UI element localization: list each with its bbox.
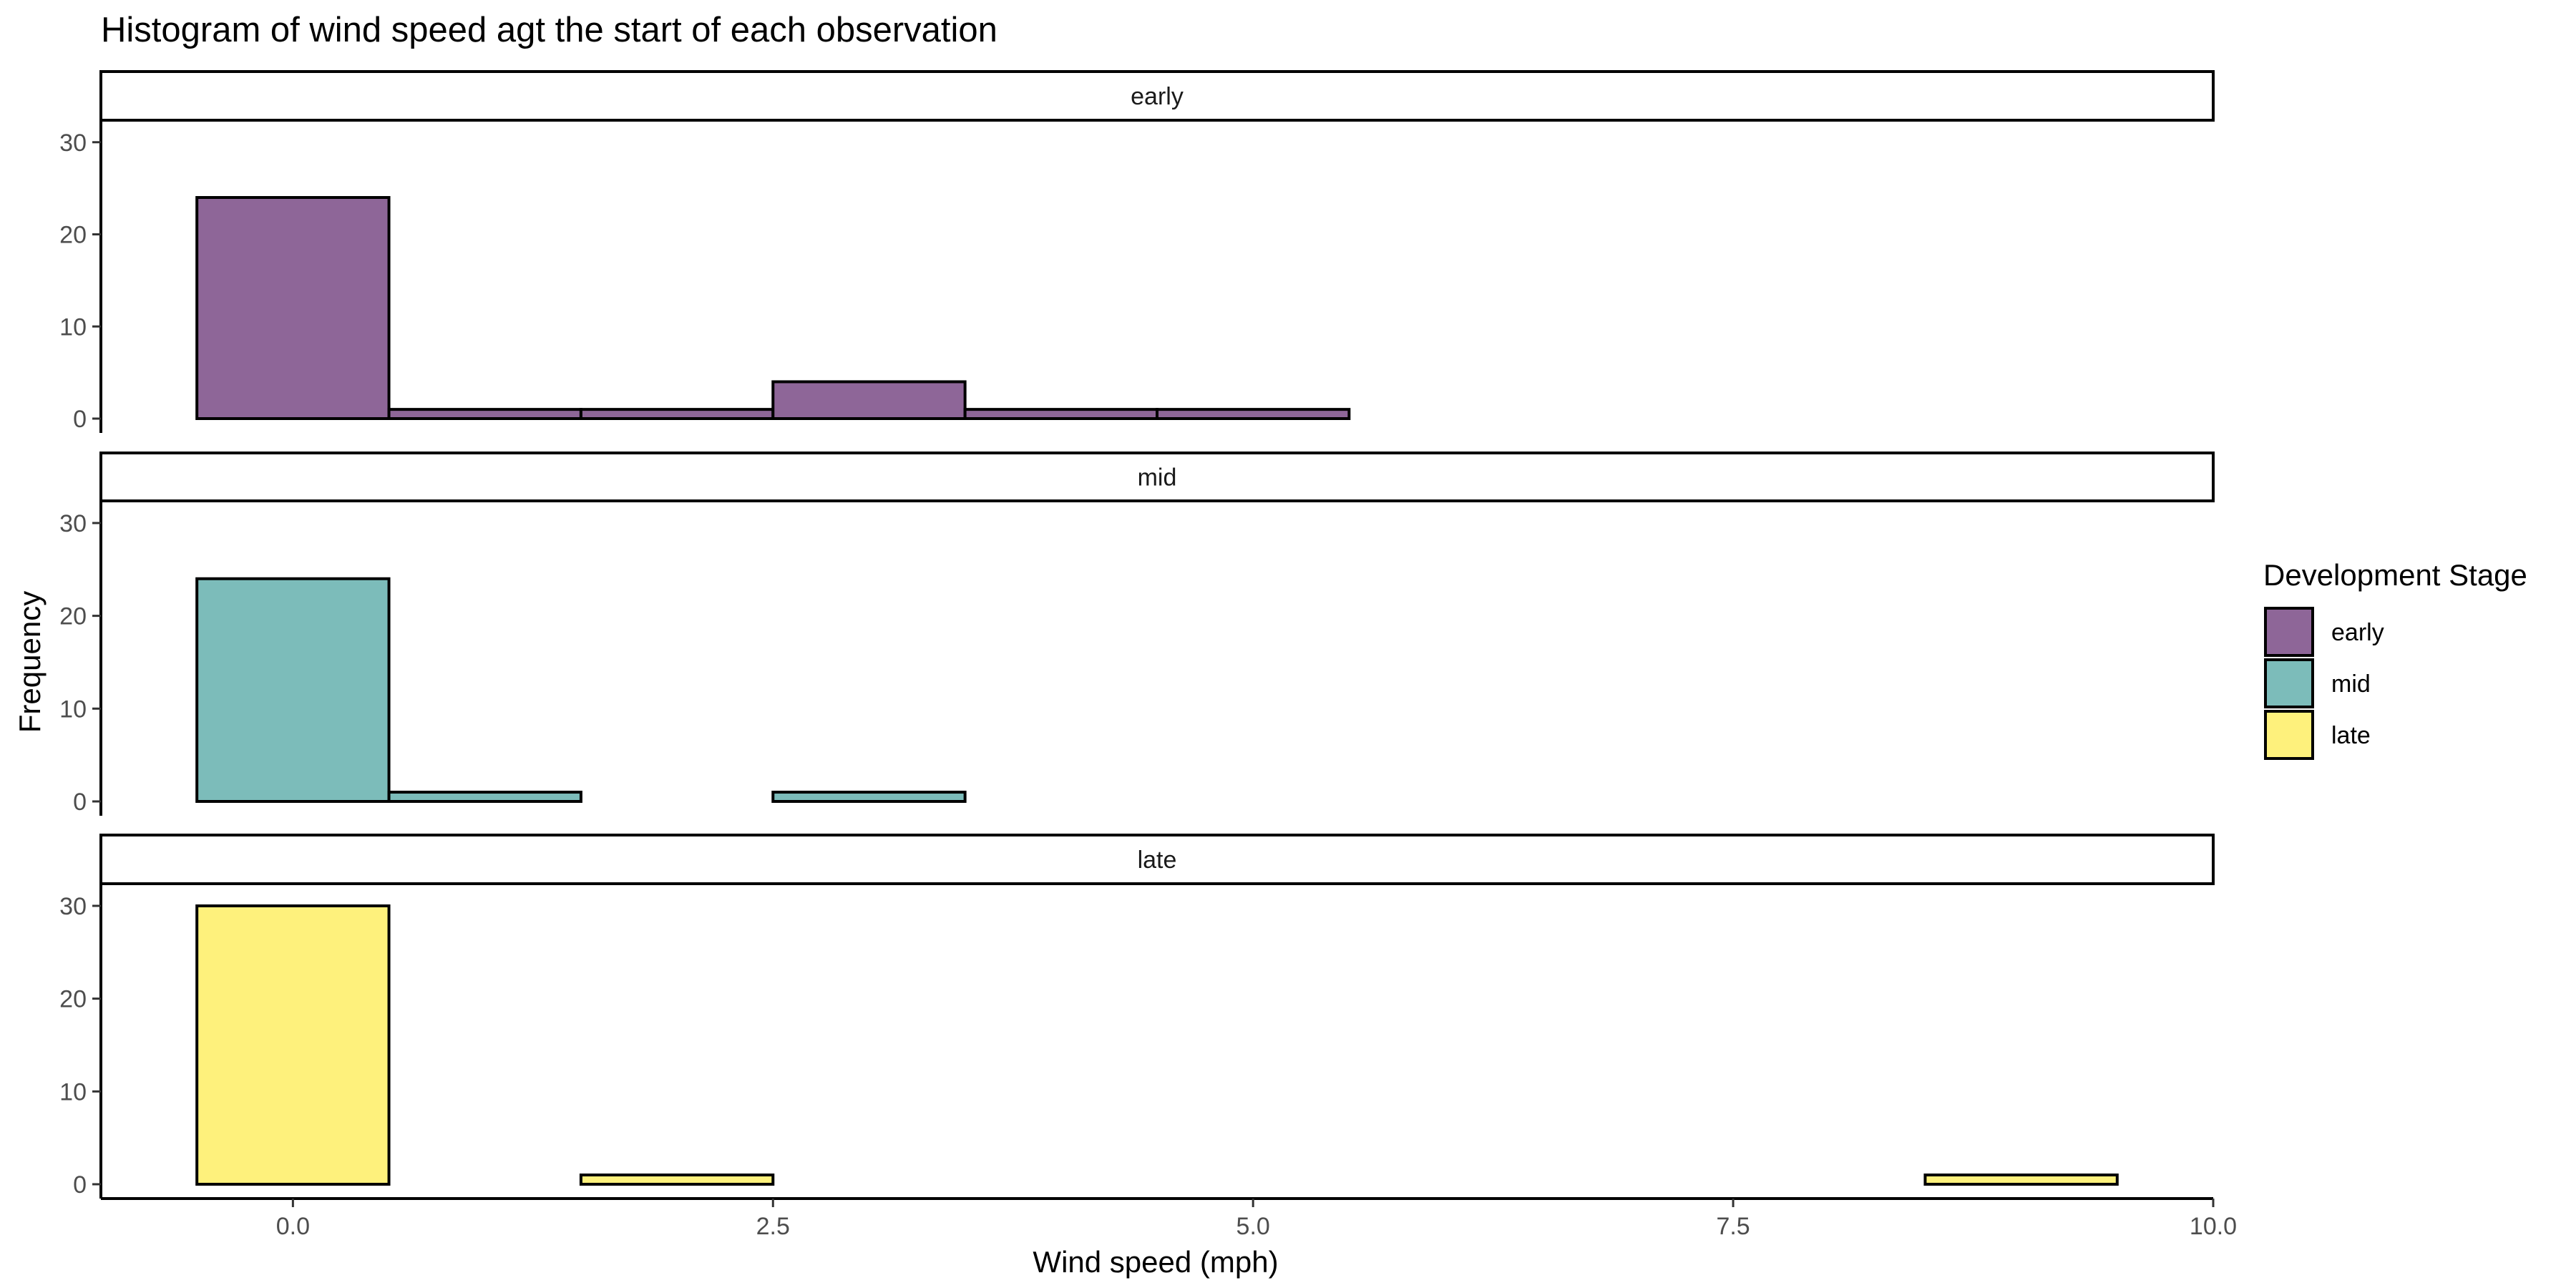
- y-tick-label: 0: [73, 1171, 87, 1199]
- x-tick-label: 10.0: [2190, 1213, 2237, 1240]
- histogram-bar: [771, 380, 967, 420]
- y-tick-label: 10: [59, 313, 87, 341]
- x-axis-label: Wind speed (mph): [1033, 1245, 1278, 1279]
- histogram-bar: [579, 408, 775, 420]
- histogram-bar: [1156, 408, 1351, 420]
- facet-strip: [99, 834, 2215, 885]
- histogram-bar: [771, 791, 967, 803]
- x-tick-label: 2.5: [756, 1213, 790, 1240]
- y-tick-label: 30: [59, 510, 87, 537]
- y-tick-label: 10: [59, 696, 87, 723]
- x-axis: 0.0 2.5 5.0 7.5 10.0: [101, 1197, 2237, 1240]
- facet-panel-mid: mid 0 10 20 30: [59, 452, 2215, 816]
- facet-panel-late: late 0 10 20 30: [59, 834, 2215, 1199]
- y-axis-label: Frequency: [13, 591, 47, 733]
- facet-strip-label: mid: [1138, 464, 1177, 492]
- y-tick-label: 20: [59, 603, 87, 630]
- y-tick-label: 30: [59, 893, 87, 920]
- legend-swatch-early: [2264, 607, 2314, 657]
- x-tick-label: 5.0: [1236, 1213, 1270, 1240]
- histogram-bar: [195, 577, 391, 803]
- legend: Development Stage early mid late: [2263, 558, 2527, 760]
- facet-strip: [99, 70, 2215, 122]
- facet-strip: [99, 452, 2215, 502]
- histogram-bar: [1923, 1174, 2119, 1186]
- facet-strip-label: late: [1138, 847, 1177, 874]
- legend-label-late: late: [2331, 722, 2371, 749]
- y-tick-label: 30: [59, 130, 87, 157]
- legend-label-early: early: [2331, 619, 2384, 646]
- histogram-bar: [195, 904, 391, 1186]
- chart-title: Histogram of wind speed agt the start of…: [101, 11, 997, 49]
- legend-label-mid: mid: [2331, 670, 2371, 698]
- y-tick-label: 0: [73, 789, 87, 816]
- y-tick-label: 0: [73, 406, 87, 433]
- legend-swatch-mid: [2264, 658, 2314, 708]
- histogram-bar: [579, 1174, 775, 1186]
- y-tick-label: 20: [59, 222, 87, 249]
- x-tick-label: 7.5: [1716, 1213, 1750, 1240]
- x-tick-label: 0.0: [276, 1213, 310, 1240]
- facet-panels: early 0 10 20 30 mid 0 10 20 30 late 0 10 20 30: [59, 70, 2215, 1199]
- legend-title: Development Stage: [2263, 558, 2527, 592]
- histogram-bar: [195, 196, 391, 420]
- histogram-bar: [387, 791, 582, 803]
- histogram-bar: [963, 408, 1158, 420]
- facet-panel-early: early 0 10 20 30: [59, 70, 2215, 433]
- histogram-bar: [387, 408, 582, 420]
- y-tick-label: 20: [59, 986, 87, 1013]
- facet-strip-label: early: [1131, 83, 1184, 110]
- legend-swatch-late: [2264, 710, 2314, 760]
- y-tick-label: 10: [59, 1078, 87, 1106]
